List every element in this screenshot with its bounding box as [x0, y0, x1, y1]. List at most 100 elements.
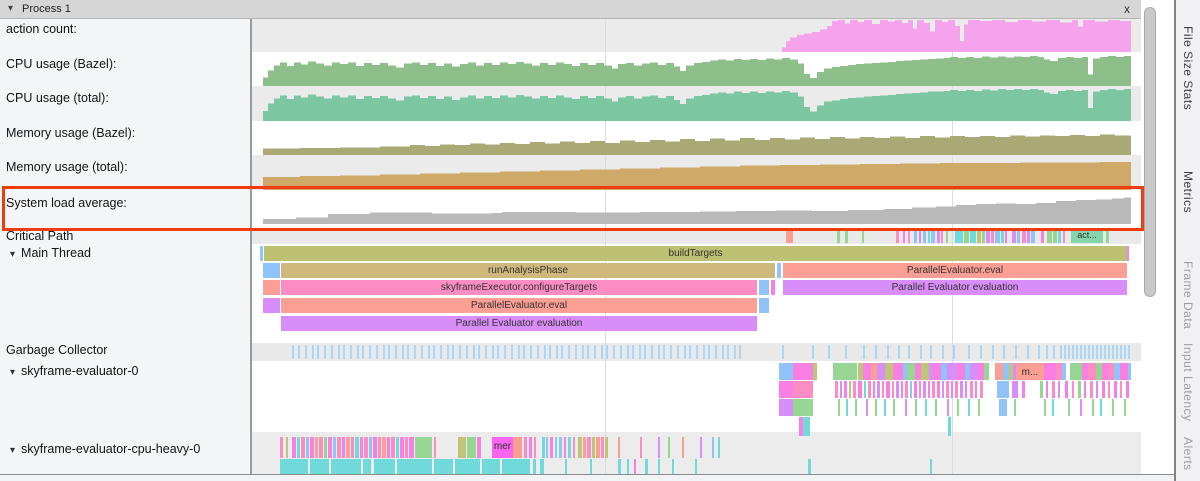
trace-slice[interactable]	[786, 229, 793, 243]
trace-slice[interactable]	[396, 437, 399, 458]
trace-slice[interactable]	[1017, 229, 1020, 243]
trace-slice[interactable]	[524, 437, 527, 458]
trace-slice[interactable]: ParallelEvaluator.eval	[281, 298, 757, 313]
trace-slice[interactable]: runAnalysisPhase	[281, 263, 775, 278]
trace-slice[interactable]	[910, 381, 912, 398]
trace-slice[interactable]	[957, 363, 965, 380]
trace-slice[interactable]	[605, 437, 608, 458]
trace-slice[interactable]	[587, 437, 591, 458]
main-thread-row-1[interactable]: buildTargets	[0, 246, 1141, 261]
gc-event-tick[interactable]	[930, 345, 932, 359]
trace-slice[interactable]	[907, 363, 915, 380]
gc-event-tick[interactable]	[350, 345, 352, 359]
trace-slice[interactable]	[1068, 399, 1070, 416]
trace-slice[interactable]	[1012, 229, 1016, 243]
trace-slice[interactable]	[529, 437, 532, 458]
trace-slice[interactable]	[931, 229, 935, 243]
gc-event-tick[interactable]	[395, 345, 397, 359]
trace-slice[interactable]	[533, 459, 536, 475]
gc-event-tick[interactable]	[376, 345, 378, 359]
trace-slice[interactable]	[1046, 381, 1048, 398]
gc-event-tick[interactable]	[1104, 345, 1106, 359]
trace-slice[interactable]	[948, 417, 951, 436]
evaluator0-row-1[interactable]: m...	[0, 363, 1141, 380]
trace-slice[interactable]	[286, 437, 288, 458]
trace-slice[interactable]	[1052, 399, 1054, 416]
trace-slice[interactable]	[1108, 363, 1114, 380]
gc-event-tick[interactable]	[658, 345, 660, 359]
gc-event-tick[interactable]	[556, 345, 558, 359]
gc-event-tick[interactable]	[312, 345, 314, 359]
trace-slice[interactable]	[771, 280, 775, 295]
trace-slice[interactable]: mer	[492, 437, 513, 458]
trace-slice[interactable]	[960, 381, 963, 398]
trace-slice[interactable]	[903, 229, 905, 243]
trace-slice[interactable]	[1100, 399, 1102, 416]
trace-slice[interactable]	[391, 437, 395, 458]
trace-slice[interactable]	[640, 437, 642, 458]
gc-event-tick[interactable]	[845, 345, 847, 359]
trace-slice[interactable]	[1080, 399, 1082, 416]
gc-event-tick[interactable]	[402, 345, 404, 359]
trace-slice[interactable]	[845, 229, 848, 243]
gc-event-tick[interactable]	[684, 345, 686, 359]
gc-event-tick[interactable]	[734, 345, 736, 359]
trace-slice[interactable]	[434, 437, 436, 458]
trace-slice[interactable]	[477, 437, 481, 458]
trace-slice[interactable]	[550, 437, 553, 458]
trace-slice[interactable]	[1044, 363, 1056, 380]
gc-event-tick[interactable]	[828, 345, 830, 359]
gc-event-tick[interactable]	[1038, 345, 1040, 359]
gc-event-tick[interactable]	[689, 345, 691, 359]
gc-event-tick[interactable]	[568, 345, 570, 359]
trace-slice[interactable]	[925, 399, 927, 416]
gc-event-tick[interactable]	[727, 345, 729, 359]
gc-event-tick[interactable]	[587, 345, 589, 359]
trace-slice[interactable]	[919, 229, 921, 243]
trace-slice[interactable]	[1013, 363, 1016, 380]
trace-slice[interactable]	[947, 399, 949, 416]
trace-slice[interactable]	[467, 437, 476, 458]
trace-slice[interactable]	[1108, 381, 1110, 398]
trace-slice[interactable]	[369, 437, 372, 458]
trace-slice[interactable]	[1058, 229, 1061, 243]
trace-slice[interactable]	[853, 381, 856, 398]
gc-event-tick[interactable]	[696, 345, 698, 359]
trace-slice[interactable]	[862, 229, 864, 243]
gc-event-tick[interactable]	[1096, 345, 1098, 359]
trace-slice[interactable]	[930, 459, 932, 475]
trace-slice[interactable]	[564, 437, 566, 458]
tab-metrics[interactable]: Metrics	[1181, 171, 1195, 214]
trace-slice[interactable]: Parallel Evaluator evaluation	[281, 316, 757, 331]
trace-slice[interactable]	[331, 459, 361, 475]
trace-slice[interactable]	[455, 459, 480, 475]
gc-event-tick[interactable]	[887, 345, 889, 359]
gc-event-tick[interactable]	[561, 345, 563, 359]
trace-slice[interactable]	[808, 459, 811, 475]
trace-slice[interactable]	[573, 437, 575, 458]
trace-slice[interactable]	[1041, 229, 1044, 243]
trace-slice[interactable]	[951, 381, 953, 398]
trace-slice[interactable]	[928, 381, 930, 398]
trace-slice[interactable]	[565, 459, 567, 475]
trace-slice[interactable]	[965, 363, 970, 380]
gc-event-tick[interactable]	[968, 345, 970, 359]
trace-slice[interactable]	[1124, 399, 1126, 416]
trace-slice[interactable]: Parallel Evaluator evaluation	[783, 280, 1127, 295]
gc-event-tick[interactable]	[677, 345, 679, 359]
trace-slice[interactable]	[337, 437, 341, 458]
gc-event-tick[interactable]	[1120, 345, 1122, 359]
trace-slice[interactable]	[1022, 229, 1026, 243]
trace-slice[interactable]	[933, 363, 941, 380]
trace-slice[interactable]	[1031, 229, 1035, 243]
trace-slice[interactable]	[793, 399, 813, 416]
gc-event-tick[interactable]	[708, 345, 710, 359]
gc-event-tick[interactable]	[421, 345, 423, 359]
trace-slice[interactable]	[871, 363, 877, 380]
gc-event-tick[interactable]	[1124, 345, 1126, 359]
trace-slice[interactable]	[980, 381, 983, 398]
trace-slice[interactable]	[568, 437, 571, 458]
trace-slice[interactable]	[260, 246, 263, 261]
trace-slice[interactable]	[893, 363, 903, 380]
trace-slice[interactable]	[864, 381, 866, 398]
